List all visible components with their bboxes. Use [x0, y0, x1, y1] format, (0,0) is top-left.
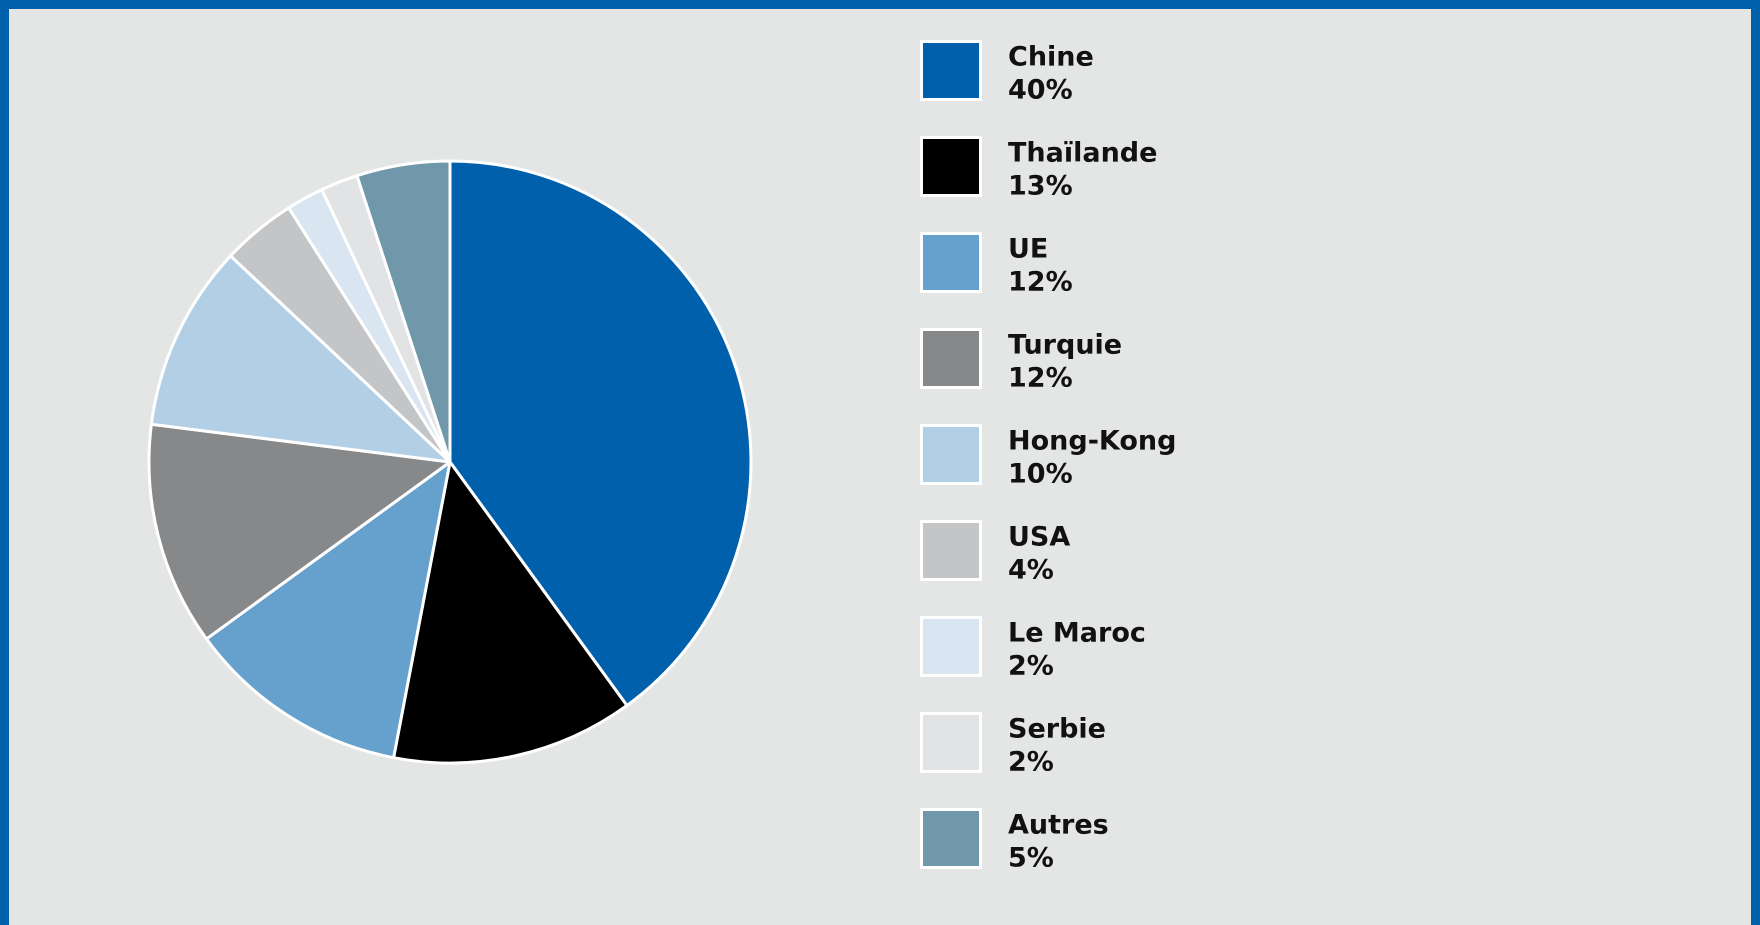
- legend-label: Serbie: [1008, 714, 1106, 745]
- legend-value: 12%: [1008, 363, 1073, 394]
- legend-value: 10%: [1008, 459, 1073, 490]
- legend-label: Autres: [1008, 810, 1109, 841]
- legend-label: UE: [1008, 234, 1048, 265]
- legend-label: Chine: [1008, 42, 1094, 73]
- legend-value: 2%: [1008, 651, 1054, 682]
- legend-value: 13%: [1008, 171, 1073, 202]
- legend-swatch: [920, 40, 982, 101]
- legend-value: 4%: [1008, 555, 1054, 586]
- legend-value: 40%: [1008, 75, 1073, 106]
- legend-label: Turquie: [1008, 330, 1122, 361]
- legend-label: Le Maroc: [1008, 618, 1146, 649]
- legend-value: 2%: [1008, 747, 1054, 778]
- pie-slice: [355, 159, 452, 464]
- legend-swatch: [920, 136, 982, 197]
- legend-label: Hong-Kong: [1008, 426, 1176, 457]
- pie-slice: [149, 254, 452, 464]
- legend-value: 12%: [1008, 267, 1073, 298]
- legend-swatch: [920, 328, 982, 389]
- legend-swatch: [920, 520, 982, 581]
- legend-label: USA: [1008, 522, 1070, 553]
- pie-slice: [392, 460, 629, 765]
- legend-swatch: [920, 232, 982, 293]
- pie-slice: [147, 422, 452, 641]
- legend-swatch: [920, 424, 982, 485]
- legend-value: 5%: [1008, 843, 1054, 874]
- pie-slice: [448, 159, 753, 708]
- legend-label: Thaïlande: [1008, 138, 1157, 169]
- legend-swatch: [920, 712, 982, 773]
- legend-swatch: [920, 808, 982, 869]
- legend-swatch: [920, 616, 982, 677]
- pie-slice: [204, 460, 452, 760]
